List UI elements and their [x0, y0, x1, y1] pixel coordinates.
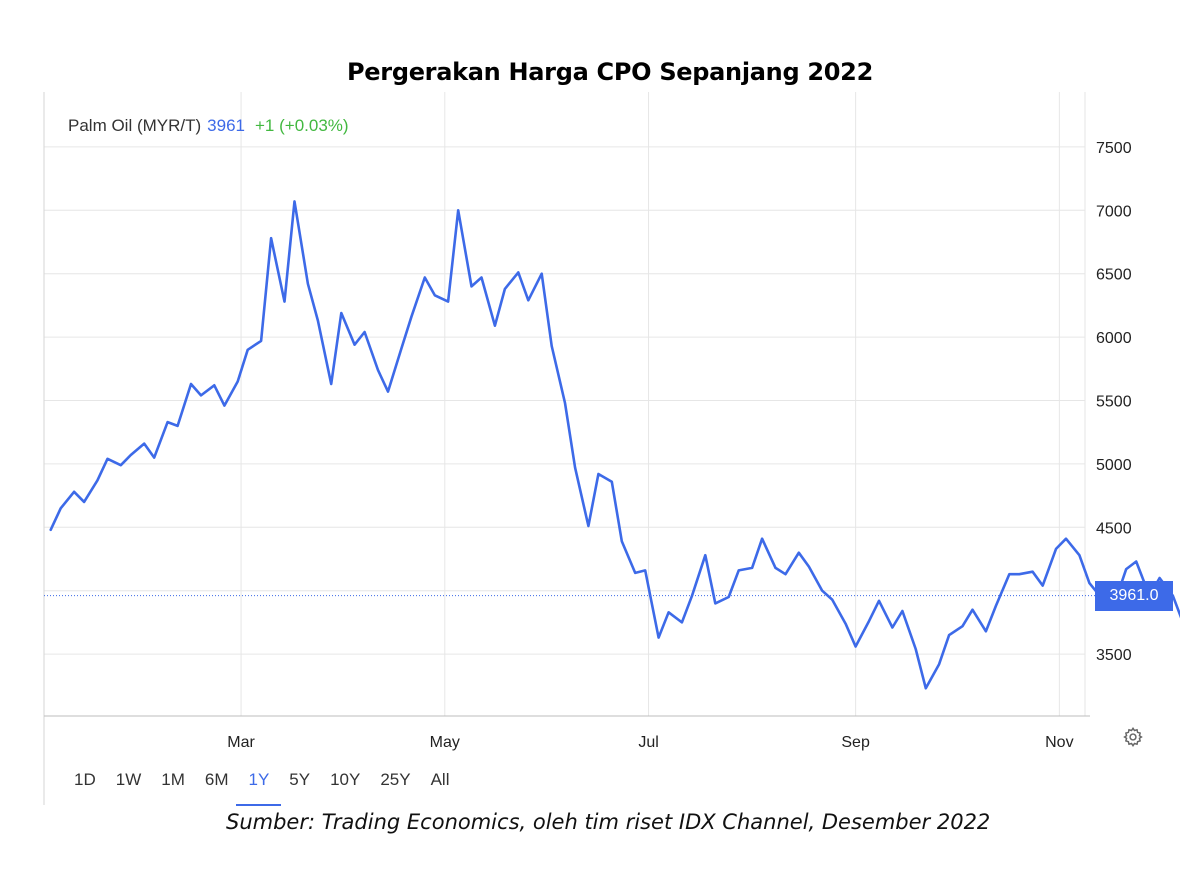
source-caption: Sumber: Trading Economics, oleh tim rise…	[226, 810, 991, 834]
y-tick-label: 7000	[1096, 203, 1132, 220]
chart-title: Pergerakan Harga CPO Sepanjang 2022	[347, 58, 873, 86]
y-tick-label: 5500	[1096, 394, 1132, 411]
chart-legend: Palm Oil (MYR/T) 3961 +1 (+0.03%)	[68, 116, 349, 136]
y-tick-label: 4500	[1096, 520, 1132, 537]
range-button-6m[interactable]: 6M	[204, 770, 229, 789]
x-tick-label: Mar	[227, 734, 255, 751]
x-tick-label: May	[430, 734, 460, 751]
x-tick-label: Nov	[1045, 734, 1073, 751]
legend-price: 3961	[207, 116, 245, 135]
y-tick-label: 5000	[1096, 457, 1132, 474]
series-line	[49, 200, 1180, 690]
x-tick-label: Sep	[841, 734, 870, 751]
range-button-1d[interactable]: 1D	[74, 770, 96, 789]
y-tick-label: 6500	[1096, 267, 1132, 284]
range-button-5y[interactable]: 5Y	[289, 770, 311, 789]
legend-change: +1 (+0.03%)	[255, 116, 349, 135]
range-selector: 1D 1W 1M 6M 1Y 5Y 10Y 25Y All	[64, 770, 459, 806]
range-button-1y[interactable]: 1Y	[248, 770, 270, 789]
x-tick-label: Jul	[638, 734, 658, 751]
y-tick-label: 7500	[1096, 140, 1132, 157]
last-price-tag: 3961.0	[1095, 581, 1173, 611]
active-range-underline	[236, 804, 281, 806]
range-button-1w[interactable]: 1W	[115, 770, 142, 789]
y-tick-label: 6000	[1096, 330, 1132, 347]
range-button-1m[interactable]: 1M	[161, 770, 185, 789]
range-button-all[interactable]: All	[430, 770, 450, 789]
gear-icon[interactable]	[1122, 726, 1144, 748]
range-button-25y[interactable]: 25Y	[380, 770, 411, 789]
range-button-10y[interactable]: 10Y	[330, 770, 361, 789]
y-tick-label: 3500	[1096, 647, 1132, 664]
legend-symbol: Palm Oil (MYR/T)	[68, 116, 202, 135]
